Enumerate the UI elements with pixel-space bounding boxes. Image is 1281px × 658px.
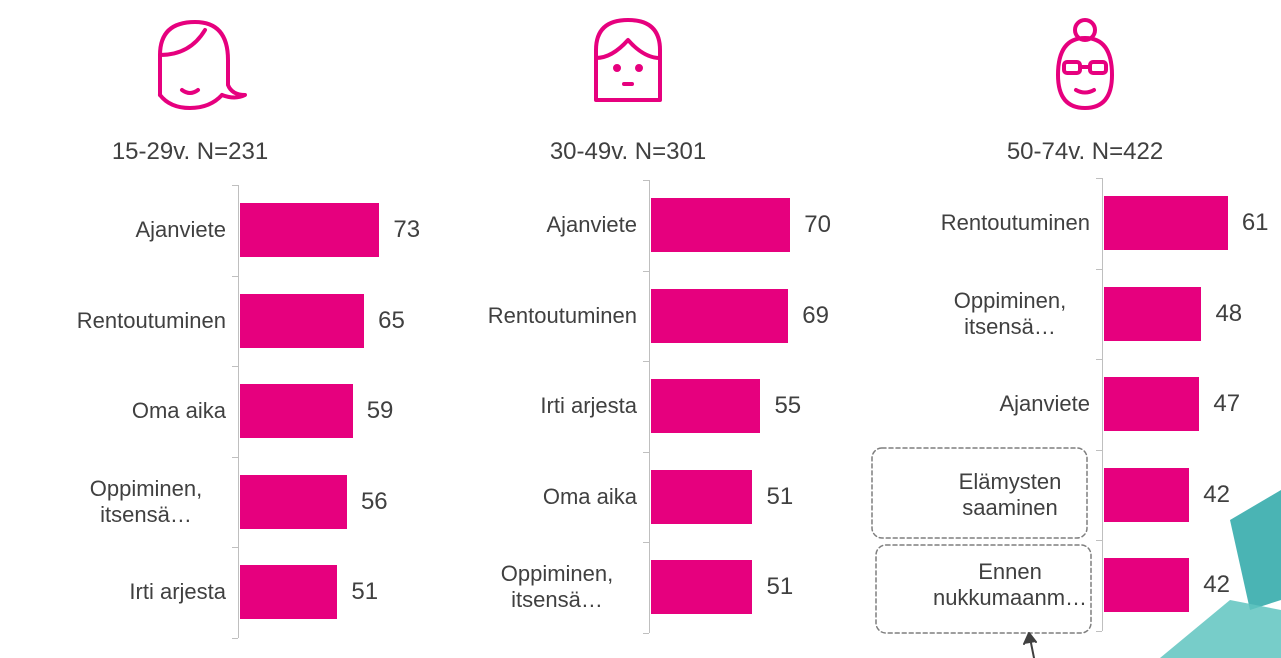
category-label: Rentoutuminen bbox=[487, 302, 637, 328]
axis-tick bbox=[232, 456, 238, 458]
bar bbox=[240, 474, 347, 529]
category-label: Ajanviete bbox=[546, 212, 637, 238]
bar bbox=[240, 565, 338, 620]
highlight-boxes bbox=[871, 447, 1092, 634]
icon-young bbox=[158, 20, 247, 110]
axis-tick bbox=[643, 542, 649, 543]
category-label: Oma aika bbox=[131, 398, 226, 424]
axis-tick bbox=[643, 180, 649, 181]
axis-tick bbox=[232, 547, 238, 548]
value-label: 65 bbox=[378, 306, 405, 334]
category-label: Rentoutuminen bbox=[940, 210, 1090, 236]
value-label: 42 bbox=[1203, 571, 1230, 599]
axis-tick bbox=[643, 451, 649, 453]
axis-tick bbox=[1096, 540, 1102, 541]
category-label: Irti arjesta bbox=[129, 579, 226, 605]
axis-tick bbox=[643, 632, 649, 634]
chart-title: 15-29v. N=231 bbox=[111, 138, 269, 165]
bar bbox=[240, 384, 353, 439]
category-label: Ajanviete bbox=[135, 217, 226, 243]
value-label: 70 bbox=[804, 211, 831, 239]
bar bbox=[651, 198, 791, 253]
bar bbox=[651, 379, 761, 434]
value-label: 55 bbox=[774, 392, 802, 420]
bar bbox=[1104, 196, 1228, 251]
value-label: 51 bbox=[351, 578, 379, 606]
axis-tick bbox=[1096, 178, 1102, 179]
value-label: 56 bbox=[360, 487, 388, 515]
category-label: Rentoutuminen bbox=[76, 307, 226, 333]
value-label: 51 bbox=[766, 573, 794, 601]
value-label: 69 bbox=[802, 301, 829, 329]
category-label: Oma aika bbox=[542, 483, 637, 509]
bar bbox=[1104, 377, 1200, 432]
category-label: Oppiminen, itsensä… bbox=[89, 475, 203, 527]
value-label: 61 bbox=[1241, 209, 1269, 237]
category-label: Irti arjesta bbox=[540, 393, 637, 419]
axis-tick bbox=[232, 366, 238, 367]
bar bbox=[240, 293, 365, 348]
value-label: 59 bbox=[366, 397, 394, 425]
axis-tick bbox=[1096, 268, 1102, 270]
chart-title: 50-74v. N=422 bbox=[1006, 138, 1164, 165]
bar bbox=[1104, 467, 1190, 522]
axis-tick bbox=[1096, 359, 1102, 360]
axis-line bbox=[1102, 178, 1103, 631]
bar bbox=[1104, 286, 1202, 341]
axis-tick bbox=[232, 637, 238, 639]
axis-tick bbox=[232, 185, 238, 186]
category-label: Elämysten saaminen bbox=[958, 468, 1062, 520]
axis-tick bbox=[643, 270, 649, 272]
axis-tick bbox=[1096, 630, 1102, 632]
bar bbox=[240, 203, 380, 258]
axis-line bbox=[649, 180, 650, 633]
arrow bbox=[1023, 632, 1037, 658]
axis-line bbox=[238, 185, 239, 638]
bar bbox=[651, 469, 753, 524]
value-label: 47 bbox=[1213, 390, 1241, 418]
chart-title: 30-49v. N=301 bbox=[549, 138, 707, 165]
axis-tick bbox=[232, 275, 238, 277]
icon-middle bbox=[594, 18, 662, 102]
value-label: 73 bbox=[393, 216, 421, 244]
bar bbox=[651, 288, 789, 343]
category-label: Oppiminen, itsensä… bbox=[500, 561, 614, 613]
bar bbox=[1104, 558, 1190, 613]
teal-decoration bbox=[1160, 490, 1281, 658]
category-label: Ajanviete bbox=[999, 391, 1090, 417]
value-label: 42 bbox=[1203, 480, 1230, 508]
axis-tick bbox=[643, 361, 649, 362]
value-label: 51 bbox=[766, 482, 794, 510]
category-label: Oppiminen, itsensä… bbox=[953, 287, 1067, 339]
bar bbox=[651, 560, 753, 615]
axis-tick bbox=[1096, 449, 1102, 451]
category-label: Ennen nukkumaanm… bbox=[932, 559, 1088, 611]
value-label: 48 bbox=[1215, 299, 1243, 327]
icon-senior bbox=[1056, 18, 1114, 110]
